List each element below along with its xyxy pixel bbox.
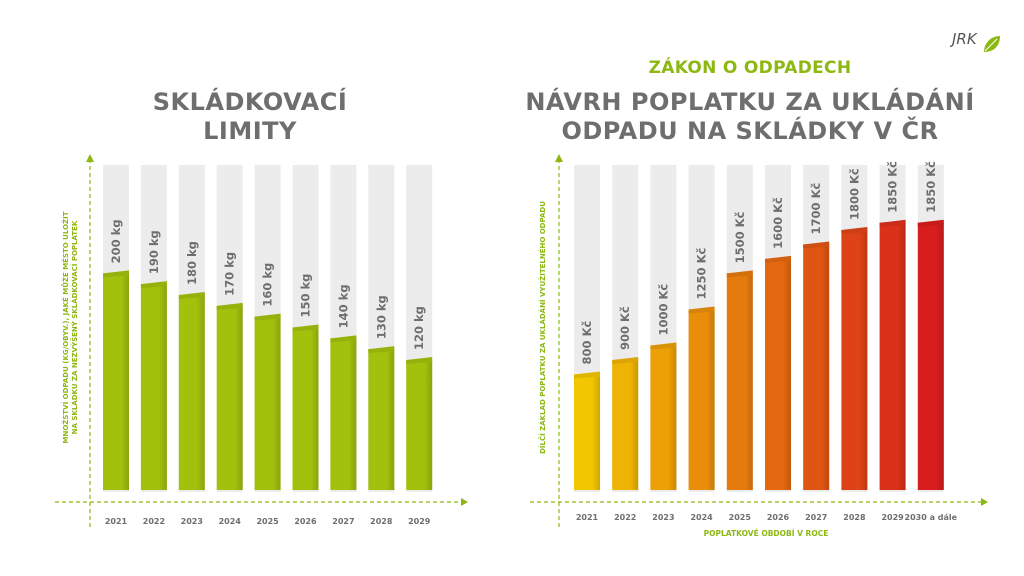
tick-label: 2023 — [652, 513, 674, 522]
data-label: 200 kg — [109, 219, 123, 263]
data-label: 1850 Kč — [924, 161, 938, 213]
bar-top — [612, 357, 639, 364]
data-label: 1700 Kč — [809, 183, 823, 235]
bar-top — [688, 306, 715, 314]
jrk-logo: JRK — [950, 30, 1000, 52]
tick-label: 2028 — [843, 513, 866, 522]
x-axis-arrow — [981, 498, 988, 506]
right-title-line2: ODPADU NA SKLÁDKY V ČR — [561, 117, 939, 145]
data-label: 800 Kč — [580, 321, 594, 365]
data-label: 1800 Kč — [847, 168, 861, 220]
tick-label: 2028 — [370, 517, 393, 526]
bar-top — [765, 255, 791, 263]
logo-text: JRK — [950, 30, 978, 48]
tick-label: 2022 — [143, 517, 165, 526]
tick-label: 2021 — [105, 517, 128, 526]
tick-label: 2022 — [614, 513, 636, 522]
tick-label: 2027 — [332, 517, 354, 526]
bar — [140, 284, 167, 490]
tick-label: 2025 — [256, 517, 279, 526]
data-label: 150 kg — [299, 274, 313, 318]
data-label: 1000 Kč — [656, 284, 670, 336]
bar — [103, 273, 129, 490]
tick-label: 2026 — [294, 517, 317, 526]
left-chart-title: SKLÁDKOVACÍ LIMITY — [120, 88, 380, 146]
bar — [841, 230, 868, 490]
tick-label: 2024 — [219, 517, 242, 526]
right-title-line1: NÁVRH POPLATKU ZA UKLÁDÁNÍ — [525, 88, 975, 116]
bar-top — [254, 313, 281, 321]
bar — [292, 327, 319, 490]
data-label: 120 kg — [412, 306, 426, 350]
y-axis-arrow — [555, 154, 563, 162]
tick-label: 2029 — [881, 513, 904, 522]
bar — [178, 295, 205, 490]
bar-top — [368, 346, 395, 354]
bar — [765, 258, 791, 490]
bar — [803, 244, 830, 490]
chart-2: DÍLČÍ ZÁKLAD POPLATKU ZA UKLÁDÁNÍ VYUŽIT… — [530, 154, 988, 538]
bar-top — [406, 357, 433, 364]
bar-top — [292, 324, 319, 332]
bar-top — [803, 241, 830, 249]
x-axis-arrow — [461, 498, 468, 506]
bar — [574, 374, 600, 490]
bar-top — [216, 302, 243, 310]
bar — [216, 305, 243, 490]
data-label: 180 kg — [185, 241, 199, 285]
bar — [406, 360, 433, 490]
tick-label: 2027 — [805, 513, 827, 522]
tick-label: 2023 — [181, 517, 203, 526]
data-label: 160 kg — [261, 263, 275, 307]
bar-top — [726, 270, 753, 278]
x-axis-label: POPLATKOVÉ OBDOBÍ V ROCE — [704, 529, 829, 538]
bar — [330, 338, 357, 490]
y-axis-label: MNOŽSTVÍ ODPADU (KG/OBYV.), JAKÉ MŮŽE MĚ… — [61, 211, 79, 443]
bar-top — [879, 219, 906, 227]
chart-1: MNOŽSTVÍ ODPADU (KG/OBYV.), JAKÉ MŮŽE MĚ… — [55, 154, 468, 527]
bar — [254, 316, 281, 490]
left-title-line1: SKLÁDKOVACÍ — [152, 88, 348, 116]
tick-label: 2025 — [729, 513, 752, 522]
bar — [917, 222, 944, 490]
bar-top — [140, 281, 167, 289]
bar-top — [178, 292, 205, 299]
tick-label: 2021 — [576, 513, 599, 522]
data-label: 1850 Kč — [886, 161, 900, 213]
data-label: 140 kg — [336, 284, 350, 328]
tick-label: 2024 — [690, 513, 713, 522]
data-label: 170 kg — [223, 252, 237, 296]
bar — [368, 349, 395, 490]
kicker: ZÁKON O ODPADECH — [648, 58, 852, 78]
y-axis-label: DÍLČÍ ZÁKLAD POPLATKU ZA UKLÁDÁNÍ VYUŽIT… — [538, 201, 547, 454]
bar — [650, 345, 677, 490]
bar-top — [650, 342, 677, 350]
right-chart-title: NÁVRH POPLATKU ZA UKLÁDÁNÍ ODPADU NA SKL… — [510, 88, 990, 146]
bar — [879, 222, 906, 490]
bar — [726, 273, 753, 490]
data-label: 1500 Kč — [733, 211, 747, 263]
bar — [612, 360, 639, 490]
bar-top — [103, 270, 129, 278]
data-label: 190 kg — [147, 230, 161, 274]
tick-label: 2029 — [408, 517, 431, 526]
bar-top — [841, 227, 868, 234]
bar-top — [917, 219, 944, 227]
y-axis-arrow — [86, 154, 94, 162]
data-label: 900 Kč — [618, 306, 632, 350]
left-title-line2: LIMITY — [203, 117, 297, 145]
tick-label: 2030 a dále — [905, 513, 958, 522]
bar — [688, 309, 715, 490]
bar-top — [330, 335, 357, 343]
data-label: 130 kg — [374, 295, 388, 339]
bar-top — [574, 371, 600, 379]
data-label: 1600 Kč — [771, 197, 785, 249]
data-label: 1250 Kč — [695, 248, 709, 300]
tick-label: 2026 — [767, 513, 790, 522]
